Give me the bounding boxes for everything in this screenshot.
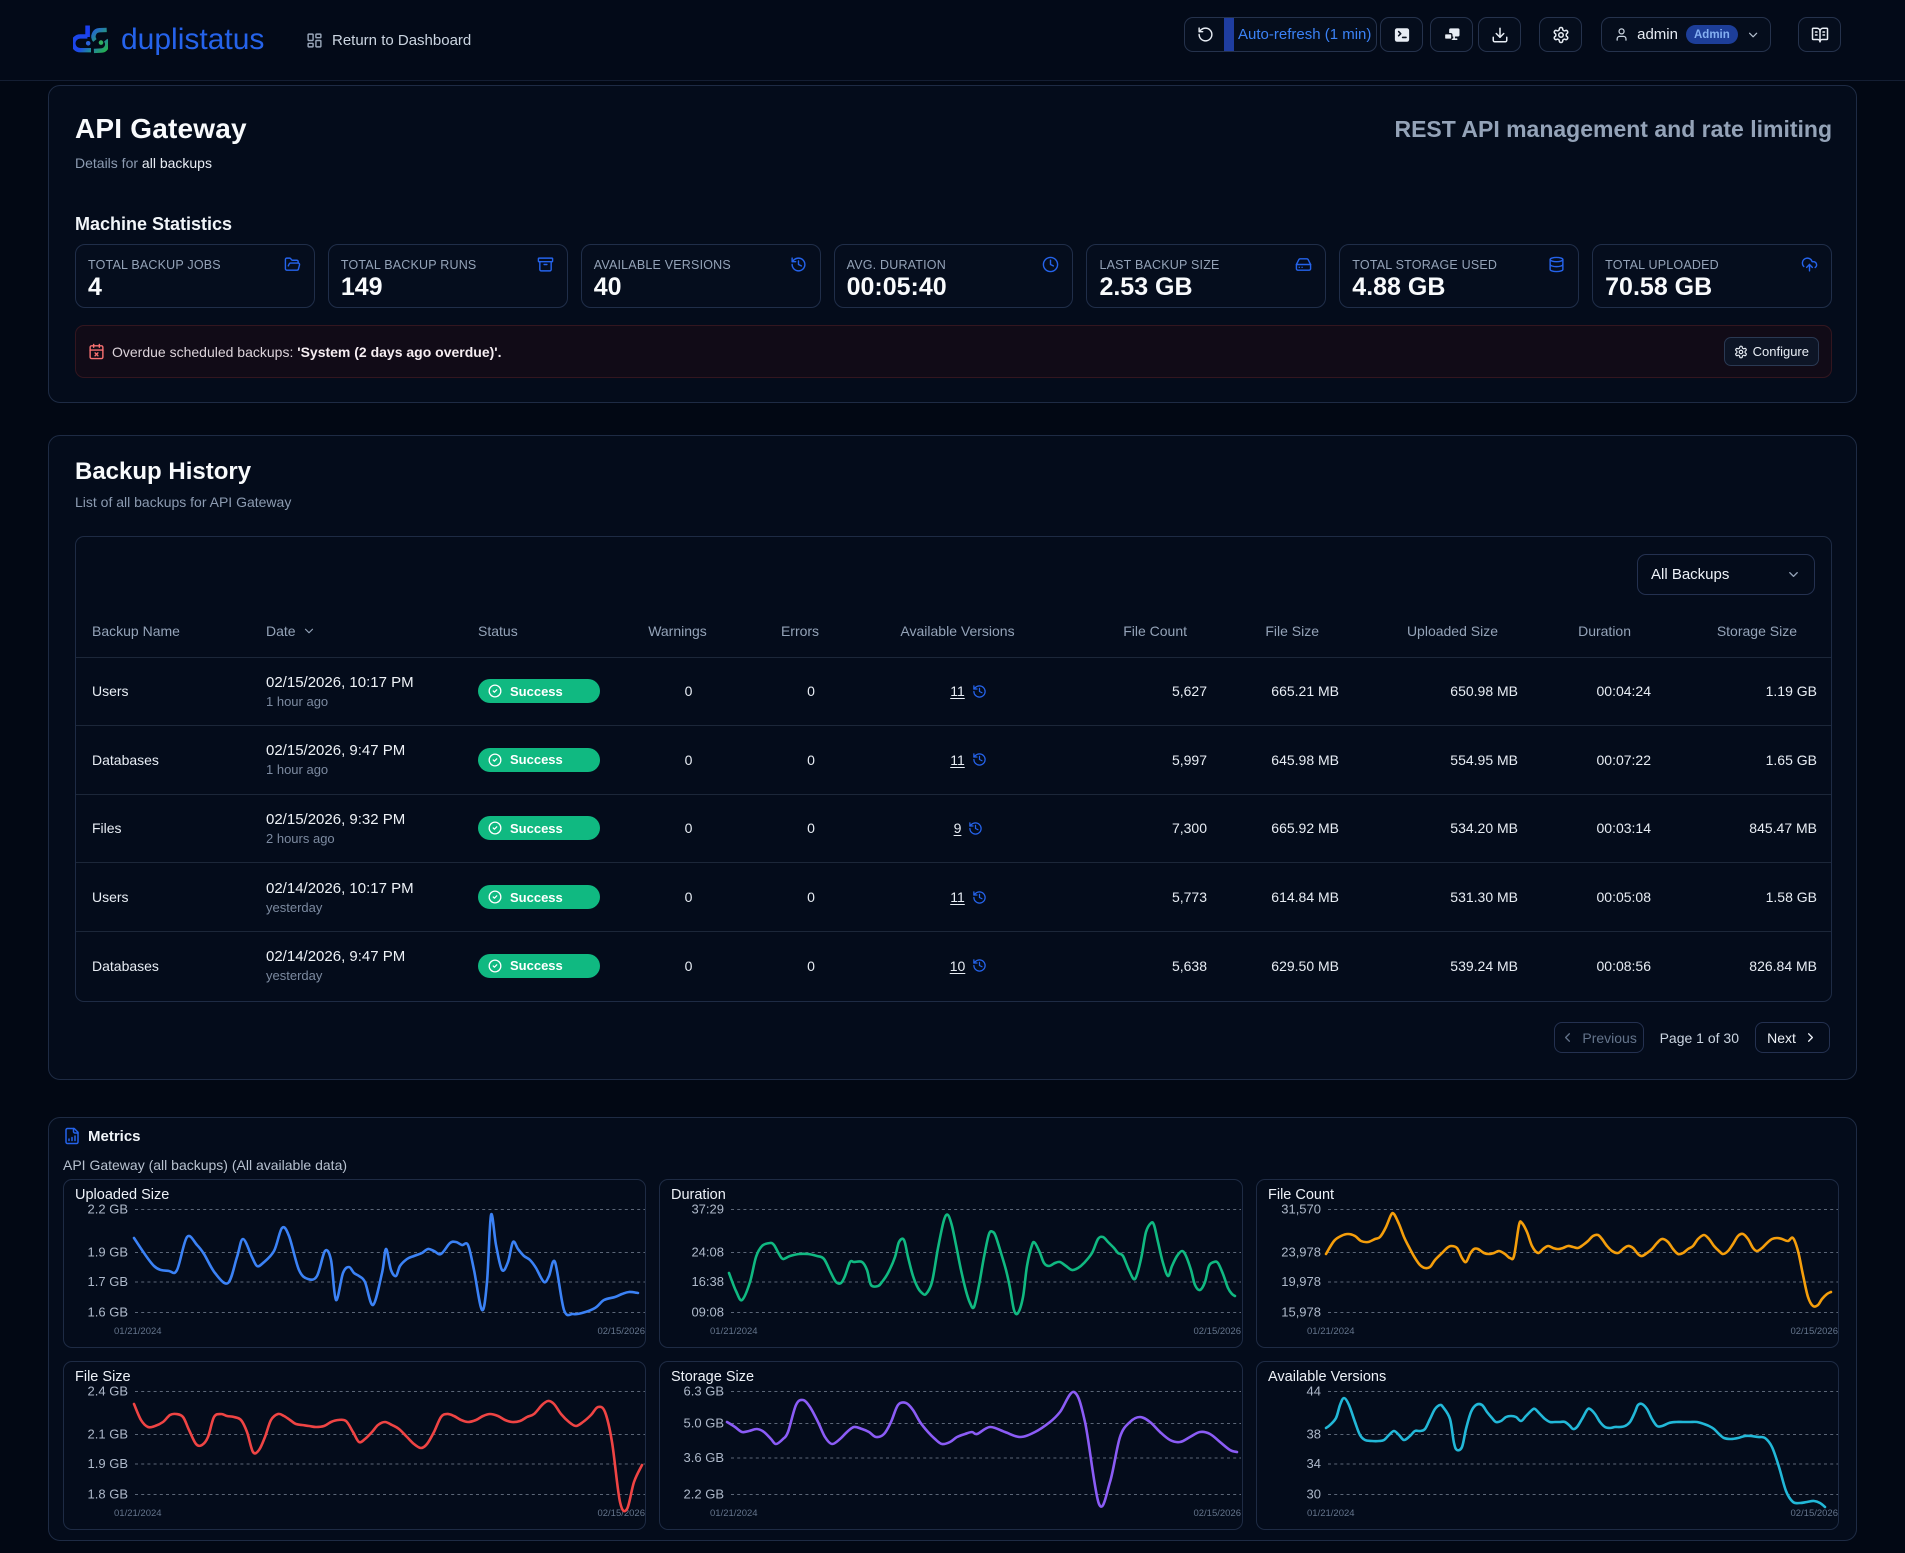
svg-text:1.7 GB: 1.7 GB bbox=[88, 1274, 128, 1289]
svg-text:16:38: 16:38 bbox=[692, 1274, 725, 1289]
svg-text:30: 30 bbox=[1306, 1487, 1320, 1502]
svg-text:01/21/2024: 01/21/2024 bbox=[710, 1326, 758, 1337]
svg-text:File Count: File Count bbox=[1268, 1187, 1334, 1203]
svg-text:02/15/2026: 02/15/2026 bbox=[597, 1326, 645, 1337]
svg-text:01/21/2024: 01/21/2024 bbox=[710, 1508, 758, 1519]
svg-text:2.2 GB: 2.2 GB bbox=[88, 1202, 128, 1217]
svg-text:Storage Size: Storage Size bbox=[671, 1369, 754, 1385]
svg-text:Available Versions: Available Versions bbox=[1268, 1369, 1386, 1385]
svg-text:15,978: 15,978 bbox=[1281, 1305, 1321, 1320]
svg-text:1.9 GB: 1.9 GB bbox=[88, 1245, 128, 1260]
svg-text:01/21/2024: 01/21/2024 bbox=[114, 1326, 162, 1337]
svg-text:2.4 GB: 2.4 GB bbox=[88, 1384, 128, 1399]
svg-text:2.2 GB: 2.2 GB bbox=[684, 1487, 724, 1502]
svg-text:19,978: 19,978 bbox=[1281, 1274, 1321, 1289]
svg-text:02/15/2026: 02/15/2026 bbox=[597, 1508, 645, 1519]
svg-text:02/15/2026: 02/15/2026 bbox=[1790, 1326, 1838, 1337]
svg-text:23,978: 23,978 bbox=[1281, 1245, 1321, 1260]
svg-text:5.0 GB: 5.0 GB bbox=[684, 1416, 724, 1431]
svg-text:02/15/2026: 02/15/2026 bbox=[1194, 1508, 1242, 1519]
svg-text:File Size: File Size bbox=[75, 1369, 131, 1385]
svg-text:3.6 GB: 3.6 GB bbox=[684, 1450, 724, 1465]
svg-text:01/21/2024: 01/21/2024 bbox=[1307, 1326, 1355, 1337]
svg-text:6.3 GB: 6.3 GB bbox=[684, 1384, 724, 1399]
svg-text:02/15/2026: 02/15/2026 bbox=[1194, 1326, 1242, 1337]
svg-text:38: 38 bbox=[1306, 1427, 1320, 1442]
svg-text:01/21/2024: 01/21/2024 bbox=[1307, 1508, 1355, 1519]
svg-text:1.8 GB: 1.8 GB bbox=[88, 1487, 128, 1502]
svg-text:34: 34 bbox=[1306, 1456, 1320, 1471]
svg-text:2.1 GB: 2.1 GB bbox=[88, 1427, 128, 1442]
svg-text:Uploaded Size: Uploaded Size bbox=[75, 1187, 169, 1203]
svg-text:44: 44 bbox=[1306, 1384, 1320, 1399]
svg-text:37:29: 37:29 bbox=[692, 1202, 725, 1217]
svg-text:1.9 GB: 1.9 GB bbox=[88, 1456, 128, 1471]
svg-text:01/21/2024: 01/21/2024 bbox=[114, 1508, 162, 1519]
svg-text:24:08: 24:08 bbox=[692, 1245, 725, 1260]
svg-text:Duration: Duration bbox=[671, 1187, 726, 1203]
svg-text:1.6 GB: 1.6 GB bbox=[88, 1305, 128, 1320]
svg-text:02/15/2026: 02/15/2026 bbox=[1790, 1508, 1838, 1519]
svg-text:09:08: 09:08 bbox=[692, 1305, 725, 1320]
svg-text:31,570: 31,570 bbox=[1281, 1202, 1321, 1217]
